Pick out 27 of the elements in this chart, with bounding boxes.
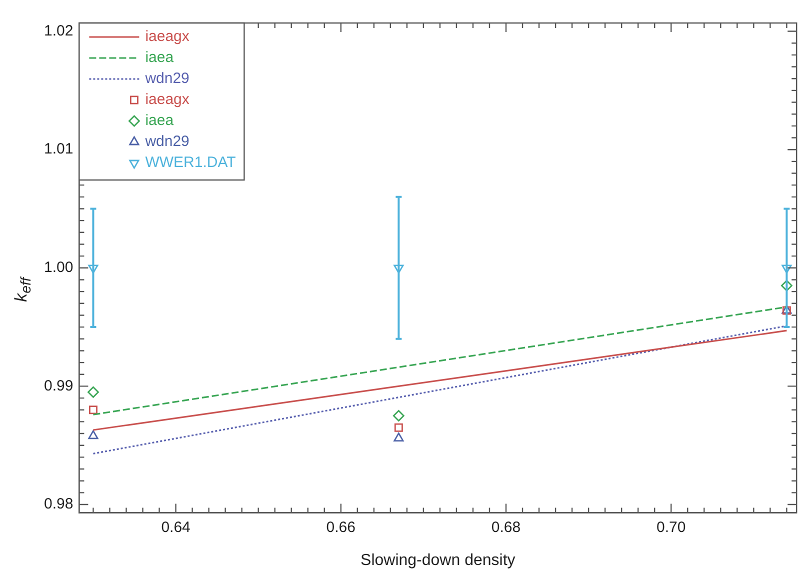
point [782, 264, 792, 274]
legend-label: wdn29 [144, 70, 190, 88]
legend-label: iaea [145, 112, 174, 130]
x-tick-label: 0.68 [491, 518, 521, 536]
y-tick-label: 1.01 [44, 140, 74, 158]
x-tick-label: 0.70 [656, 518, 686, 536]
point [780, 280, 792, 292]
point [392, 410, 404, 422]
point [88, 386, 99, 398]
x-tick-label: 0.64 [161, 518, 190, 536]
y-tick-label: 0.98 [44, 496, 74, 513]
legend-label: wdn29 [144, 133, 190, 150]
y-tick-label: 1.02 [44, 22, 74, 40]
point [88, 406, 98, 414]
legend-label: iaeagx [145, 28, 190, 46]
point [394, 423, 403, 432]
legend-label: iaea [145, 49, 174, 66]
legend-label: WWER1.DAT [145, 154, 236, 172]
legend-label: iaeagx [145, 91, 190, 108]
y-tick-label: 1.00 [44, 259, 74, 276]
x-axis-title: Slowing-down density [360, 552, 516, 569]
point [394, 264, 404, 274]
point [88, 430, 98, 440]
point [394, 432, 404, 442]
y-tick-label: 0.99 [44, 377, 74, 394]
x-tick-label: 0.66 [326, 518, 356, 536]
point [88, 264, 98, 274]
